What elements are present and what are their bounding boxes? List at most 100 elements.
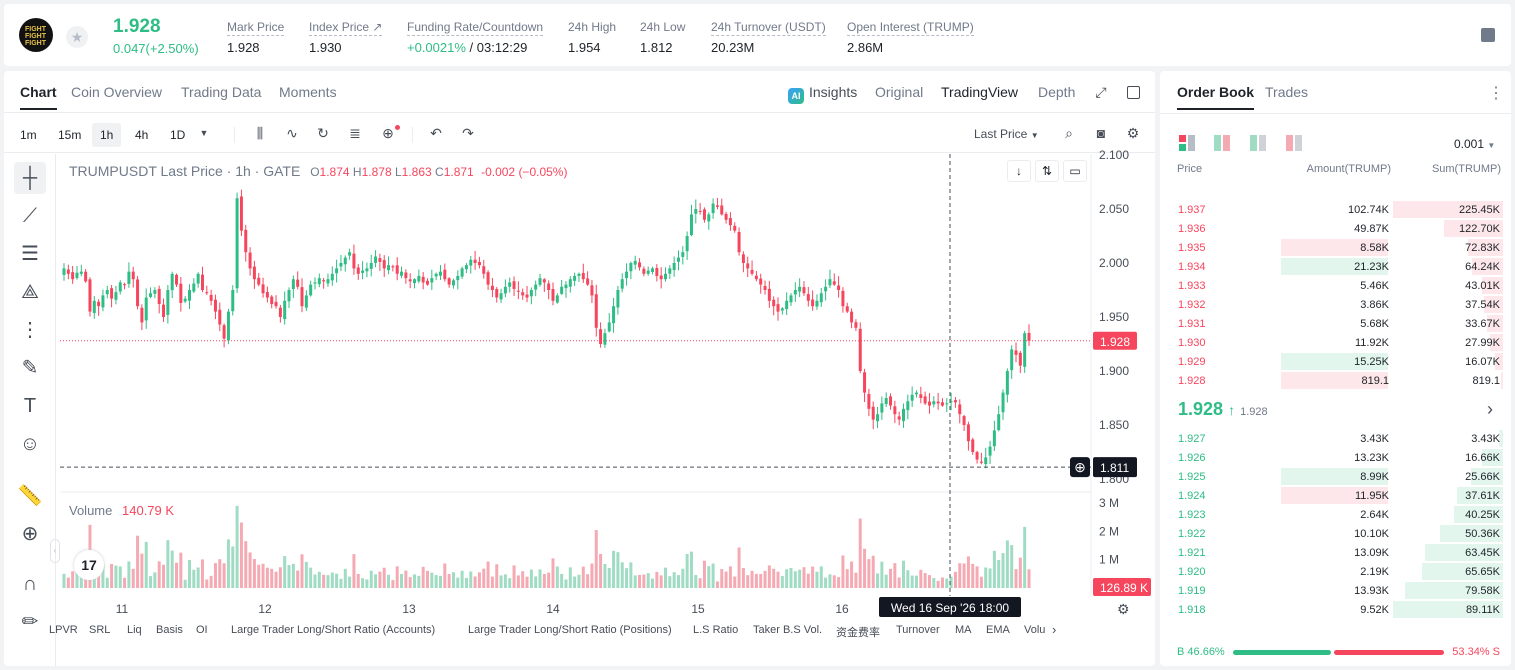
chevron-right-icon[interactable]: › (1487, 399, 1493, 419)
indicator-taker-vol[interactable]: Taker B.S Vol. (753, 624, 823, 636)
timeframe-1d[interactable]: 1D (170, 128, 186, 142)
ask-row[interactable]: 1.929 15.25K 16.07K (1160, 352, 1511, 371)
horizontal-lines-icon[interactable]: ☰ (21, 243, 39, 265)
tab-moments[interactable]: Moments (279, 84, 337, 100)
timeframe-4h[interactable]: 4h (135, 128, 149, 142)
ask-row[interactable]: 1.930 11.92K 27.99K (1160, 333, 1511, 352)
indicator-turnover[interactable]: Turnover (896, 624, 940, 636)
add-alert-icon[interactable]: ⊕ (382, 125, 394, 141)
ask-row[interactable]: 1.931 5.68K 33.67K (1160, 314, 1511, 333)
tab-trades[interactable]: Trades (1265, 84, 1309, 100)
precision-select[interactable]: 0.001 ▼ (1454, 137, 1495, 151)
bid-row[interactable]: 1.924 11.95K 37.61K (1160, 486, 1511, 505)
indicator-liq[interactable]: Liq (127, 624, 142, 636)
indicator-ma[interactable]: MA (955, 624, 972, 636)
chevron-right-icon[interactable]: › (1052, 622, 1057, 637)
stat-open-interest[interactable]: Open Interest (TRUMP) 2.86M (847, 18, 974, 55)
stat-index-price[interactable]: Index Price ↗ 1.930 (309, 18, 383, 55)
pattern-icon[interactable]: ⟁ (21, 281, 39, 303)
chart-settings-icon[interactable]: ⚙ (1117, 601, 1130, 617)
price-type-select[interactable]: Last Price ▼ (974, 127, 1039, 141)
stat-funding-rate[interactable]: Funding Rate/Countdown +0.0021% / 03:12:… (407, 18, 544, 55)
indicator-oi[interactable]: OI (196, 624, 208, 636)
tab-tradingview[interactable]: TradingView (941, 84, 1019, 100)
favorite-star-icon[interactable]: ★ (66, 26, 88, 48)
ruler-icon[interactable]: 📏 (17, 485, 43, 507)
zoom-in-icon[interactable]: ⊕ (21, 523, 39, 545)
view-asks-icon[interactable] (1286, 135, 1302, 151)
bid-row[interactable]: 1.920 2.19K 65.65K (1160, 562, 1511, 581)
pencil-lock-icon[interactable]: ✏ (21, 611, 39, 633)
view-bids-asks-icon[interactable] (1214, 135, 1230, 151)
tab-chart[interactable]: Chart (20, 84, 57, 110)
ask-row[interactable]: 1.935 8.58K 72.83K (1160, 238, 1511, 257)
tab-trading-data[interactable]: Trading Data (181, 84, 262, 100)
timeframe-15m[interactable]: 15m (58, 128, 82, 142)
arrow-down-icon[interactable]: ↓ (1007, 160, 1031, 182)
tab-coin-overview[interactable]: Coin Overview (71, 84, 163, 100)
indicator-ls-ratio[interactable]: L.S Ratio (693, 624, 739, 636)
bid-row[interactable]: 1.927 3.43K 3.43K (1160, 429, 1511, 448)
emoji-icon[interactable]: ☺ (19, 433, 41, 455)
camera-icon[interactable]: ◙ (1096, 125, 1106, 141)
ask-row[interactable]: 1.932 3.86K 37.54K (1160, 295, 1511, 314)
bid-row[interactable]: 1.926 13.23K 16.66K (1160, 448, 1511, 467)
view-both-icon[interactable] (1179, 135, 1195, 151)
trend-line-icon[interactable]: ⟋ (23, 205, 37, 227)
ask-row[interactable]: 1.928 819.1 819.1 (1160, 371, 1511, 390)
window-icon[interactable] (1127, 86, 1140, 99)
caret-down-icon[interactable]: ▼ (199, 128, 209, 138)
fib-icon[interactable]: ⋮ (20, 319, 40, 341)
indicator-funding-rate[interactable]: 资金费率 (836, 627, 880, 639)
document-icon[interactable] (1481, 28, 1495, 42)
ask-row[interactable]: 1.936 49.87K 122.70K (1160, 219, 1511, 238)
indicator-lt-positions[interactable]: Large Trader Long/Short Ratio (Positions… (468, 624, 672, 636)
candle-body (971, 439, 975, 452)
tab-order-book[interactable]: Order Book (1177, 84, 1255, 110)
undo-icon[interactable]: ↶ (430, 125, 442, 141)
indicator-srl[interactable]: SRL (89, 624, 111, 636)
timeframe-1m[interactable]: 1m (20, 128, 37, 142)
tradingview-logo[interactable]: 17 (74, 550, 104, 580)
collapse-sidebar-icon[interactable]: ‹ (50, 539, 60, 563)
bid-row[interactable]: 1.922 10.10K 50.36K (1160, 524, 1511, 543)
indicator-ema[interactable]: EMA (986, 624, 1010, 636)
timeframe-1h[interactable]: 1h (92, 123, 122, 147)
ask-row[interactable]: 1.933 5.46K 43.01K (1160, 276, 1511, 295)
ask-row[interactable]: 1.934 21.23K 64.24K (1160, 257, 1511, 276)
more-vertical-icon[interactable]: ⋮ (1488, 85, 1504, 102)
indicator-basis[interactable]: Basis (156, 624, 183, 636)
stat-mark-price[interactable]: Mark Price 1.928 (227, 18, 285, 55)
text-tool-icon[interactable]: T (23, 395, 37, 417)
candle-type-icon[interactable]: ⫼ (256, 125, 264, 141)
replay-icon[interactable]: ↻ (317, 125, 329, 141)
bid-row[interactable]: 1.918 9.52K 89.11K (1160, 600, 1511, 619)
indicator-volume[interactable]: Volu (1024, 624, 1046, 636)
ask-row[interactable]: 1.937 102.74K 225.45K (1160, 200, 1511, 219)
search-icon[interactable]: ⌕ (1065, 125, 1073, 141)
mid-price[interactable]: 1.928 ↑ 1.928 (1178, 399, 1268, 420)
bid-row[interactable]: 1.921 13.09K 63.45K (1160, 543, 1511, 562)
template-icon[interactable]: ≣ (349, 125, 361, 141)
maximize-pane-icon[interactable]: ▭ (1063, 160, 1087, 182)
settings-gear-icon[interactable]: ⚙ (1126, 125, 1140, 141)
stat-24h-turnover[interactable]: 24h Turnover (USDT) 20.23M (711, 18, 826, 55)
brush-icon[interactable]: ✎ (21, 357, 39, 379)
expand-icon[interactable]: ⤢ (1095, 84, 1107, 100)
magnet-icon[interactable]: ∩ (22, 573, 38, 595)
crosshair-icon[interactable]: ┼ (14, 162, 46, 194)
collapse-icon[interactable]: ⇅ (1035, 160, 1059, 182)
view-bids-icon[interactable] (1250, 135, 1266, 151)
indicator-lpvr[interactable]: LPVR (49, 624, 78, 636)
indicators-icon[interactable]: ∿ (286, 125, 298, 141)
bid-row[interactable]: 1.923 2.64K 40.25K (1160, 505, 1511, 524)
tab-insights[interactable]: AI Insights (788, 84, 857, 104)
tab-original[interactable]: Original (875, 84, 924, 100)
bid-row[interactable]: 1.925 8.99K 25.66K (1160, 467, 1511, 486)
row-amount: 5.68K (1360, 318, 1389, 330)
redo-icon[interactable]: ↷ (462, 125, 474, 141)
tab-depth[interactable]: Depth (1038, 84, 1076, 100)
bid-row[interactable]: 1.919 13.93K 79.58K (1160, 581, 1511, 600)
indicator-lt-accounts[interactable]: Large Trader Long/Short Ratio (Accounts) (231, 624, 436, 636)
